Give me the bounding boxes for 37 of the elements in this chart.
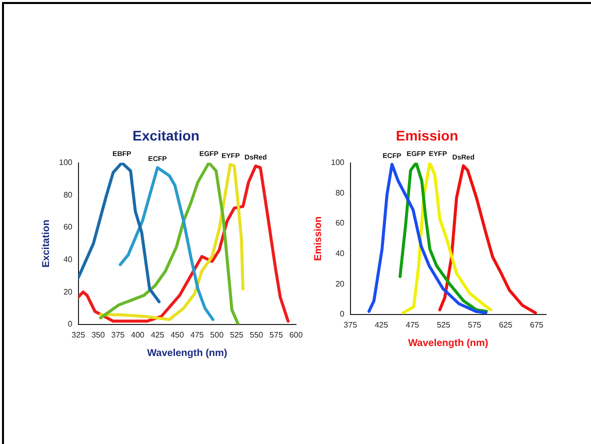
y-axis-title: Emission [312, 216, 324, 261]
x-tick-label: 425 [374, 320, 389, 330]
y-tick-label: 100 [58, 158, 73, 168]
y-tick-label: 100 [330, 158, 345, 168]
y-tick-label: 80 [63, 190, 73, 200]
x-tick-label: 375 [111, 330, 126, 340]
x-tick-label: 475 [190, 330, 204, 340]
x-axis-title: Wavelength (nm) [408, 338, 488, 349]
y-tick-label: 60 [335, 218, 345, 228]
x-tick-label: 625 [498, 320, 513, 330]
y-tick-label: 0 [68, 320, 73, 329]
x-tick-label: 525 [436, 320, 451, 330]
x-tick-label: 600 [289, 330, 304, 340]
x-tick-label: 325 [72, 330, 86, 340]
x-axis-title: Wavelength (nm) [147, 348, 228, 359]
x-tick-label: 500 [210, 330, 224, 340]
y-tick-label: 80 [335, 188, 345, 198]
x-tick-label: 525 [230, 330, 244, 340]
y-tick-label: 20 [335, 279, 345, 288]
y-tick-label: 0 [340, 310, 345, 319]
x-tick-label: 450 [170, 330, 184, 340]
x-tick-label: 350 [91, 330, 106, 340]
chart-title: Excitation [132, 127, 200, 144]
x-tick-label: 375 [344, 320, 358, 330]
y-tick-label: 40 [63, 254, 73, 264]
x-tick-label: 575 [468, 320, 482, 330]
y-axis-title: Excitation [40, 220, 52, 268]
x-tick-label: 575 [270, 330, 284, 340]
chart-title: Emission [396, 127, 458, 144]
y-tick-label: 40 [335, 248, 345, 258]
y-tick-label: 60 [63, 222, 73, 232]
y-tick-label: 20 [63, 287, 73, 296]
x-tick-label: 675 [530, 320, 544, 330]
x-tick-label: 425 [150, 330, 165, 340]
x-tick-label: 400 [131, 330, 145, 340]
x-tick-label: 475 [406, 320, 420, 330]
x-tick-label: 550 [250, 330, 264, 340]
